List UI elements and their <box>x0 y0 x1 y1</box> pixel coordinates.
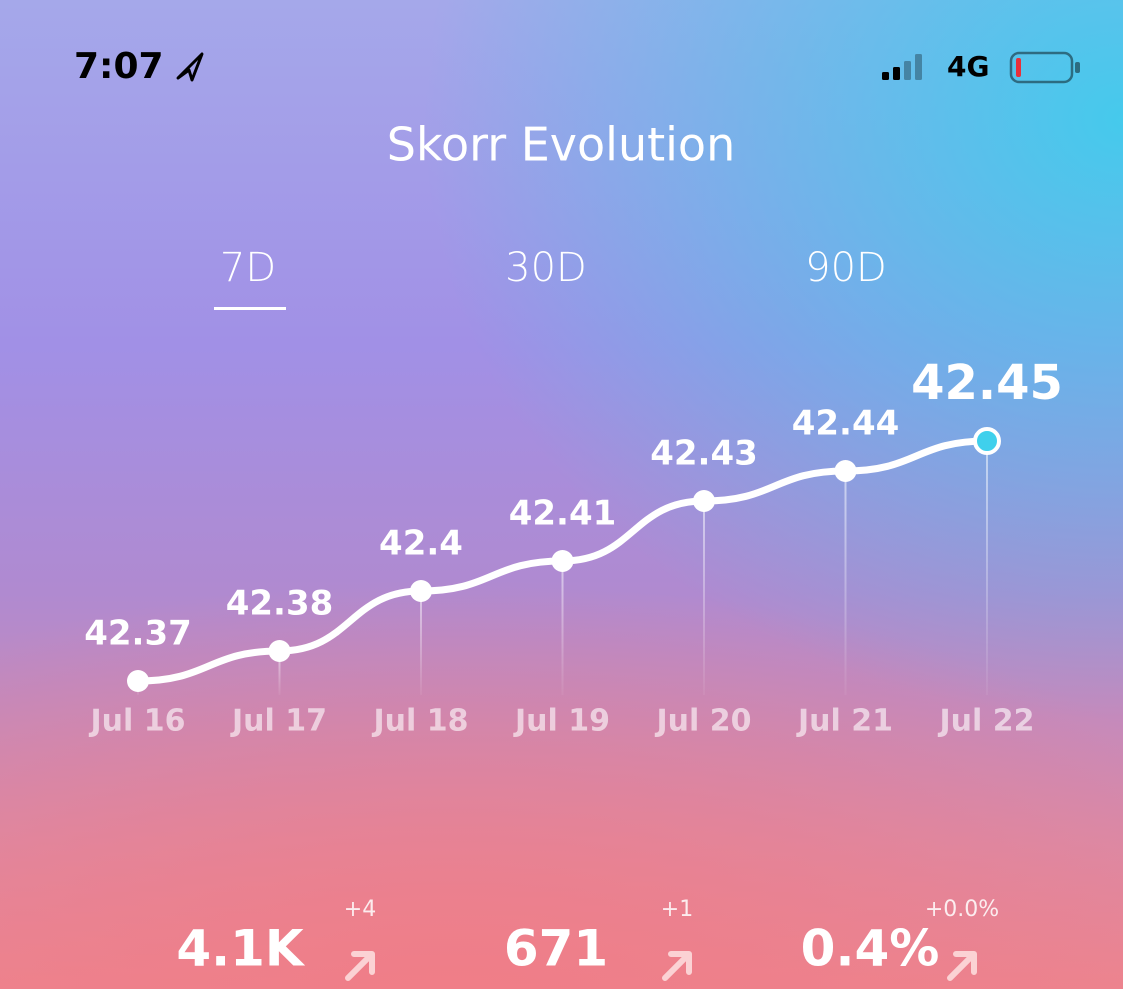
date-label: Jul 21 <box>796 704 893 739</box>
date-label: Jul 18 <box>372 704 469 739</box>
date-label: Jul 17 <box>230 704 327 739</box>
stat-change: +4 <box>344 897 376 922</box>
data-point <box>693 490 715 512</box>
value-label: 42.38 <box>226 584 334 624</box>
date-label: Jul 22 <box>938 704 1035 739</box>
value-label: 42.41 <box>509 494 617 534</box>
status-time: 7:07 <box>74 46 164 87</box>
value-label: 42.37 <box>84 614 192 654</box>
stat-change: +1 <box>661 897 693 922</box>
data-point <box>410 580 432 602</box>
data-point <box>834 460 857 482</box>
data-point <box>268 640 291 662</box>
date-label: Jul 19 <box>513 704 610 739</box>
drop-line <box>561 561 564 695</box>
date-label: Jul 20 <box>655 704 752 739</box>
location-icon <box>176 52 204 82</box>
stat-value: 0.4% <box>801 920 940 978</box>
data-point <box>551 550 574 572</box>
drop-line <box>986 441 988 695</box>
tab[interactable]: 7D <box>220 245 276 291</box>
drop-line <box>420 591 422 695</box>
stat-change: +0.0% <box>925 897 999 922</box>
battery-icon <box>1009 51 1080 84</box>
network-type: 4G <box>947 50 989 83</box>
signal-icon <box>882 54 922 80</box>
value-label: 42.45 <box>911 355 1063 411</box>
drop-line <box>278 651 281 695</box>
trend-arrow <box>947 951 977 981</box>
tab-underline <box>214 307 286 310</box>
stat-value: 671 <box>504 920 608 978</box>
tab[interactable]: 90D <box>805 245 887 291</box>
drop-line <box>844 471 847 695</box>
date-label: Jul 16 <box>89 704 186 739</box>
trend-arrow <box>662 951 692 981</box>
page-title: Skorr Evolution <box>387 118 735 172</box>
data-point <box>973 427 1001 455</box>
value-label: 42.44 <box>792 404 900 444</box>
data-point <box>127 670 149 692</box>
tab[interactable]: 30D <box>505 245 587 291</box>
value-label: 42.4 <box>379 524 463 564</box>
trend-arrow <box>345 951 375 981</box>
drop-line <box>703 501 705 695</box>
stat-value: 4.1K <box>176 920 306 978</box>
value-label: 42.43 <box>650 434 758 474</box>
